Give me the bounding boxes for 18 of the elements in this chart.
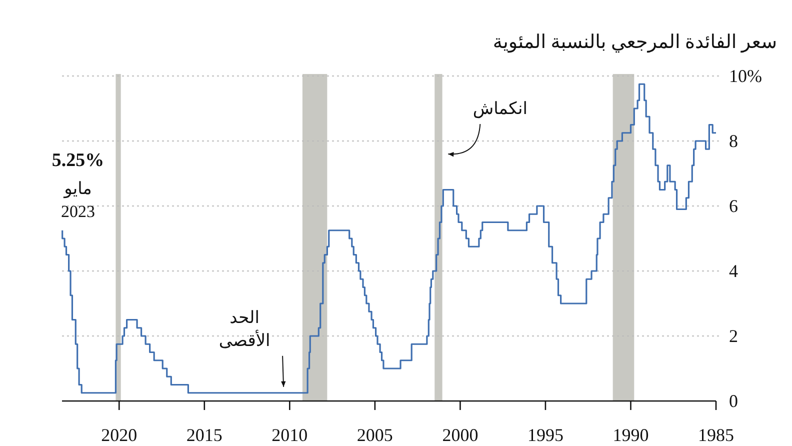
annotation: انكماش xyxy=(472,99,528,119)
x-tick-label: 2020 xyxy=(101,425,138,445)
y-tick-label: 2 xyxy=(729,326,738,346)
x-tick-label: 1990 xyxy=(612,425,649,445)
x-tick-label: 2010 xyxy=(272,425,308,445)
x-tick-label: 1995 xyxy=(527,425,564,445)
x-tick-label: 2015 xyxy=(186,425,222,445)
y-tick-label: 4 xyxy=(729,261,738,281)
x-tick-label: 2005 xyxy=(356,425,393,445)
annotation: الحد الأقصى xyxy=(218,308,270,350)
chart-subtitle: سعر الفائدة المرجعي بالنسبة المئوية xyxy=(492,32,777,53)
y-tick-label: 10% xyxy=(729,66,762,86)
y-tick-label: 6 xyxy=(729,196,738,216)
annotation: 5.25% xyxy=(52,150,104,171)
y-tick-label: 0 xyxy=(729,391,738,411)
x-tick-label: 1985 xyxy=(698,425,734,445)
y-tick-label: 8 xyxy=(729,131,738,151)
x-tick-label: 2000 xyxy=(442,425,478,445)
